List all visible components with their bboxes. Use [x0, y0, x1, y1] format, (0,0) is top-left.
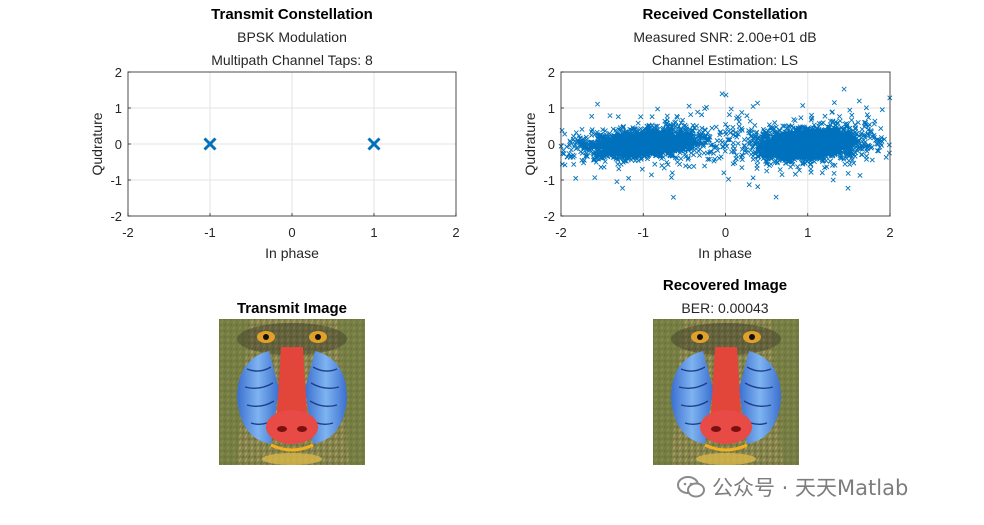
- point-cluster-2: [652, 86, 893, 200]
- y-tick-label: 2: [115, 65, 122, 80]
- y-tick-label: -1: [543, 173, 555, 188]
- recovered-image-title: Recovered Image: [663, 277, 787, 294]
- y-tick-labels: -2 -1 0 1 2: [110, 65, 122, 224]
- x-tick-label: 2: [452, 225, 459, 240]
- watermark-text: 公众号 · 天天Matlab: [712, 476, 909, 500]
- x-tick-labels: -2 -1 0 1 2: [122, 225, 459, 240]
- recovered-image: [651, 317, 801, 467]
- wechat-icon: [677, 476, 705, 498]
- received-constellation-axes: Received Constellation Measured SNR: 2.0…: [522, 6, 894, 261]
- transmit-image: [217, 317, 367, 467]
- y-tick-label: -2: [543, 209, 555, 224]
- x-tick-label: -2: [122, 225, 134, 240]
- transmit-constellation-subtitle-2: Multipath Channel Taps: 8: [211, 52, 373, 68]
- received-constellation-title: Received Constellation: [642, 6, 807, 23]
- recovered-image-subtitle: BER: 0.00043: [681, 300, 768, 316]
- transmit-image-title: Transmit Image: [237, 300, 347, 317]
- y-tick-label: 1: [548, 101, 555, 116]
- x-axis-label: In phase: [698, 245, 752, 261]
- x-tick-label: 1: [370, 225, 377, 240]
- transmit-constellation-subtitle-1: BPSK Modulation: [237, 29, 347, 45]
- watermark: 公众号 · 天天Matlab: [676, 472, 908, 502]
- y-axis-label: Qudrature: [89, 112, 105, 175]
- x-tick-label: 0: [288, 225, 295, 240]
- y-tick-label: 0: [548, 137, 555, 152]
- x-tick-label: 2: [886, 225, 893, 240]
- y-tick-label: 1: [115, 101, 122, 116]
- transmit-constellation-axes: Transmit Constellation BPSK Modulation M…: [89, 6, 460, 261]
- data-points: [558, 86, 893, 200]
- y-tick-label: 0: [115, 137, 122, 152]
- received-constellation-subtitle-2: Channel Estimation: LS: [652, 52, 798, 68]
- x-tick-label: -2: [555, 225, 567, 240]
- x-tick-label: -1: [204, 225, 216, 240]
- transmit-constellation-title: Transmit Constellation: [211, 6, 373, 23]
- x-tick-label: 0: [722, 225, 729, 240]
- y-axis-label: Qudrature: [522, 112, 538, 175]
- data-points: [203, 137, 381, 151]
- x-axis-label: In phase: [265, 245, 319, 261]
- x-tick-label: -1: [637, 225, 649, 240]
- y-tick-label: -2: [110, 209, 122, 224]
- x-tick-labels: -2 -1 0 1 2: [555, 225, 893, 240]
- y-tick-labels: -2 -1 0 1 2: [543, 65, 555, 224]
- y-tick-label: 2: [548, 65, 555, 80]
- data-point: [367, 137, 381, 151]
- received-constellation-subtitle-1: Measured SNR: 2.00e+01 dB: [633, 29, 816, 45]
- y-tick-label: -1: [110, 173, 122, 188]
- plot-frame: [127, 71, 457, 217]
- x-tick-label: 1: [804, 225, 811, 240]
- data-point: [203, 137, 217, 151]
- plot-frame: [560, 71, 891, 217]
